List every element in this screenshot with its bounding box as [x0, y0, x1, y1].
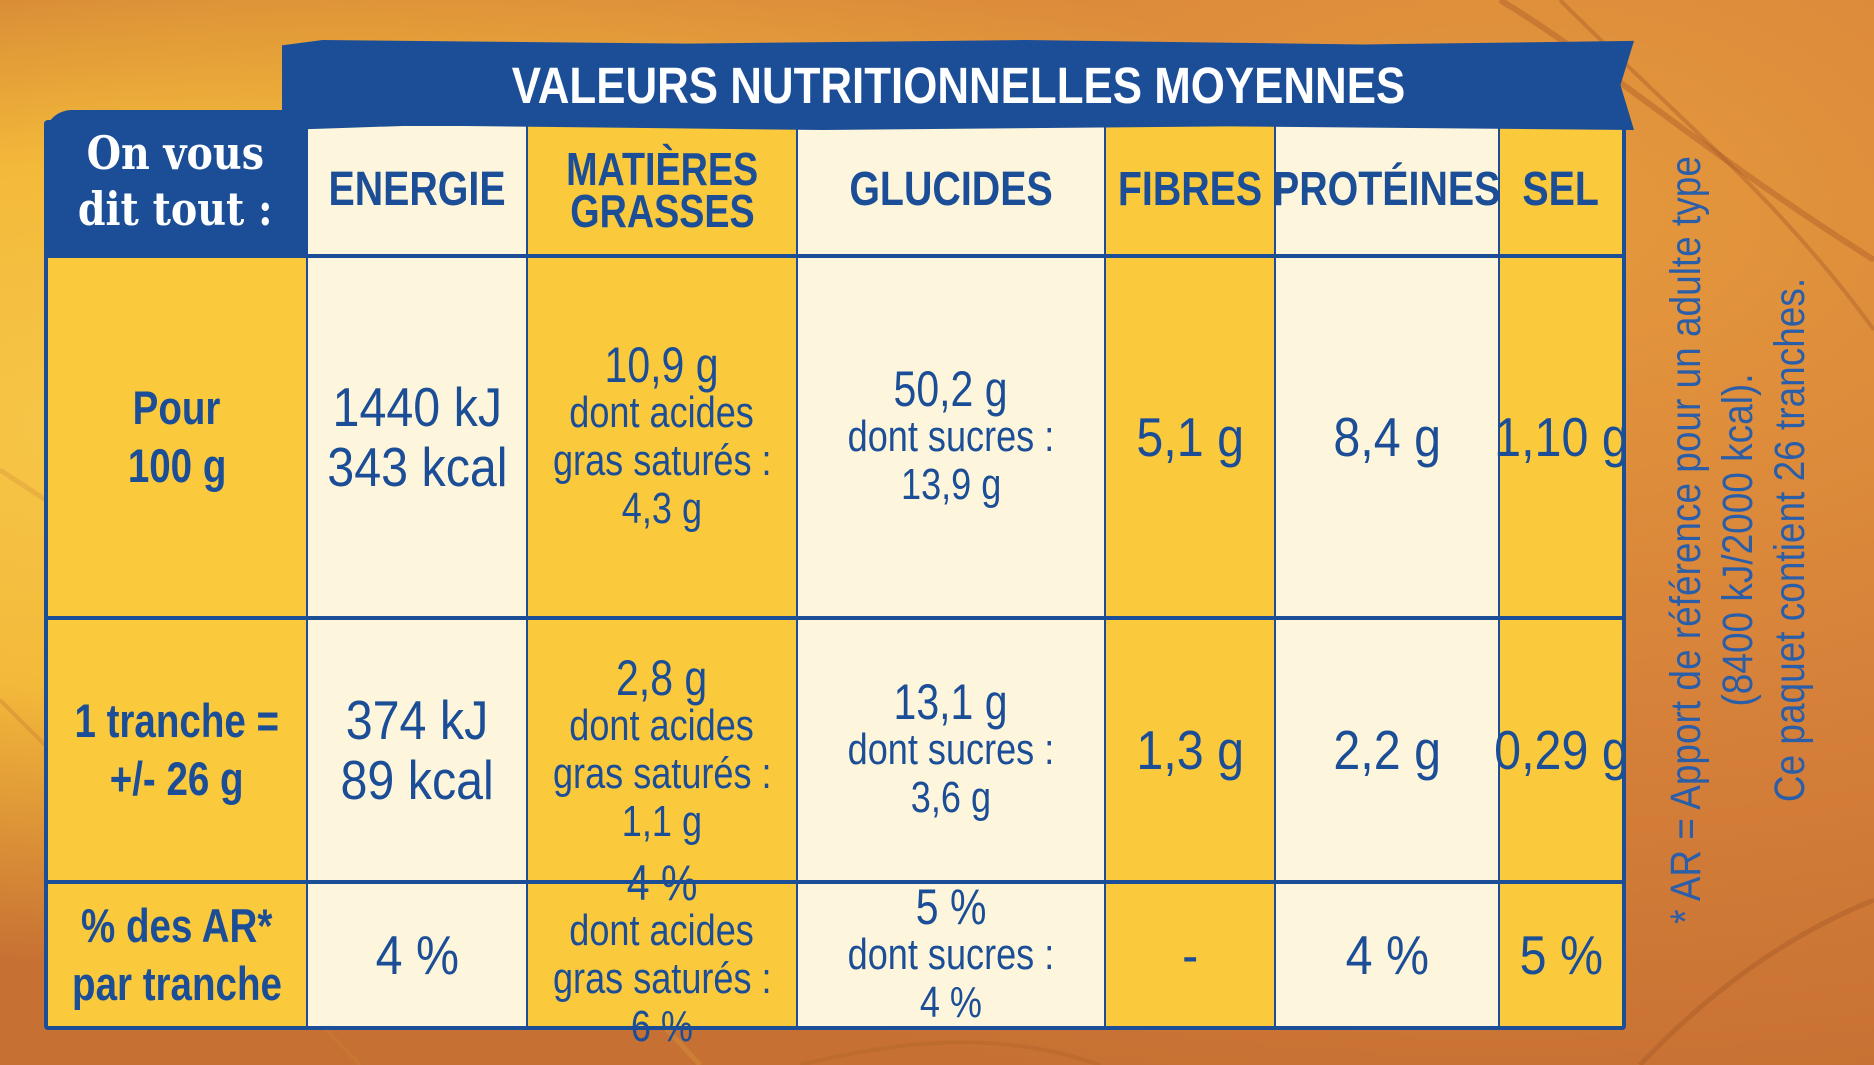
footnote: * AR = Apport de référence pour un adult…: [1660, 50, 1816, 1030]
fibres-slice: 1,3 g: [1106, 620, 1274, 880]
energie-slice: 374 kJ 89 kcal: [308, 620, 526, 880]
header-fibres: FIBRES: [1106, 126, 1274, 254]
nutrition-table: ENERGIE MATIÈRES GRASSES GLUCIDES FIBRES…: [44, 120, 1628, 1051]
proteines-100g: 8,4 g: [1276, 258, 1498, 616]
fibres-100g: 5,1 g: [1106, 258, 1274, 616]
header-matieres-grasses: MATIÈRES GRASSES: [528, 126, 796, 254]
glucides-slice: 13,1 g dont sucres : 3,6 g: [798, 620, 1104, 880]
glucides-percent: 5 % dont sucres : 4 %: [798, 882, 1104, 1027]
header-proteines: PROTÉINES: [1273, 126, 1501, 254]
header-sel: SEL: [1500, 126, 1622, 254]
proteines-percent: 4 %: [1276, 884, 1498, 1026]
energie-percent: 4 %: [308, 884, 526, 1026]
sel-percent: 5 %: [1500, 884, 1622, 1026]
glucides-100g: 50,2 g dont sucres : 13,9 g: [798, 258, 1104, 616]
page-title: VALEURS NUTRITIONNELLES MOYENNES: [511, 56, 1405, 114]
header-energie: ENERGIE: [308, 126, 526, 254]
sel-100g: 1,10 g: [1494, 258, 1628, 616]
footnote-line-2: (8400 kJ/2000 kcal).: [1714, 373, 1762, 707]
matieres-grasses-100g: 10,9 g dont acides gras saturés : 4,3 g: [528, 258, 796, 616]
matieres-grasses-slice: 2,8 g dont acides gras saturés : 1,1 g: [528, 620, 796, 880]
footnote-line-3: Ce paquet contient 26 tranches.: [1766, 277, 1814, 803]
energie-100g: 1440 kJ 343 kcal: [308, 258, 526, 616]
row-label-per-100g: Pour 100 g: [48, 258, 306, 616]
row-label-percent-ar: % des AR* par tranche: [48, 884, 306, 1026]
title-banner: VALEURS NUTRITIONNELLES MOYENNES: [282, 40, 1634, 130]
corner-label: On vous dit tout :: [44, 110, 306, 252]
row-label-per-slice: 1 tranche = +/- 26 g: [48, 620, 306, 880]
header-glucides: GLUCIDES: [798, 126, 1104, 254]
sel-slice: 0,29 g: [1494, 620, 1628, 880]
matieres-grasses-percent: 4 % dont acides gras saturés : 6 %: [528, 858, 796, 1051]
fibres-percent: -: [1106, 884, 1274, 1026]
footnote-line-1: * AR = Apport de référence pour un adult…: [1662, 156, 1710, 924]
proteines-slice: 2,2 g: [1276, 620, 1498, 880]
